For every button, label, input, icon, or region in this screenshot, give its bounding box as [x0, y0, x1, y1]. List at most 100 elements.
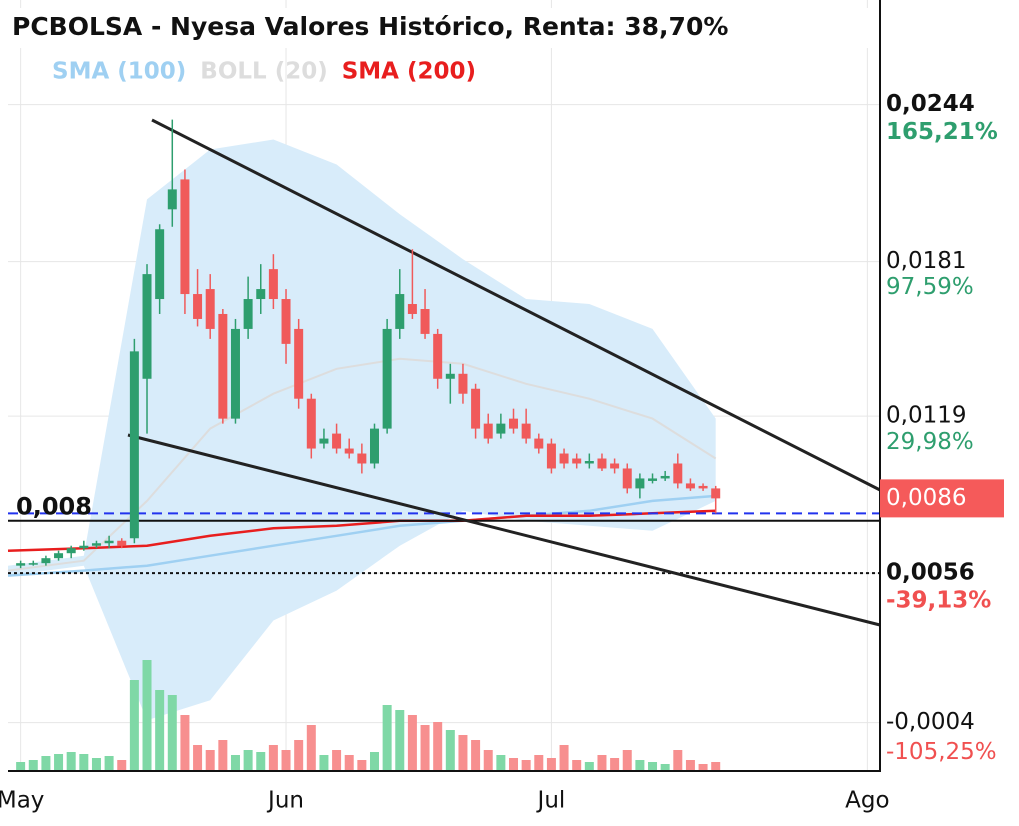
volume-bar [117, 760, 127, 770]
foreground-layer [16, 119, 721, 569]
x-tick-label: May [0, 788, 44, 814]
candle-body [445, 373, 455, 379]
volume-bar [572, 760, 582, 770]
candle-body [16, 563, 26, 566]
candle-body [281, 299, 291, 344]
candle-body [509, 418, 519, 429]
volume-bar [458, 735, 468, 770]
volume-bar [268, 745, 278, 770]
volume-bar [142, 660, 152, 770]
volume-bar [407, 715, 417, 770]
volume-bar [193, 745, 203, 770]
volume-bar [66, 752, 76, 770]
candle-body [129, 351, 139, 539]
volume-bar [306, 725, 316, 770]
volume-bar [622, 750, 632, 770]
candle-body [104, 540, 114, 544]
volume-bar [660, 764, 670, 770]
candle-body [382, 328, 392, 429]
volume-bar [483, 750, 493, 770]
volume-bar [129, 680, 139, 770]
volume-bar [496, 755, 506, 770]
candle-body [167, 189, 177, 210]
volume-bar [243, 750, 253, 770]
candle-body [559, 453, 569, 464]
trend-line [151, 118, 881, 492]
y-tick-label: 0,0056 [886, 560, 975, 586]
candle-body [344, 448, 354, 454]
legend-entry: SMA (200) [342, 59, 476, 85]
candle-body [54, 553, 64, 559]
volume-bar [471, 740, 481, 770]
volume-bar [369, 752, 379, 770]
volume-bar [445, 730, 455, 770]
candle-body [193, 294, 203, 319]
volume-bar [559, 745, 569, 770]
candle-body [319, 438, 329, 444]
candle-body [79, 545, 89, 549]
volume-bar [685, 760, 695, 770]
volume-bar [711, 762, 721, 770]
volume-bar [420, 725, 430, 770]
candle-body [521, 423, 531, 439]
candle-body [243, 299, 253, 329]
candle-body [294, 328, 304, 399]
candle-body [711, 488, 721, 499]
x-tick-label: Jul [536, 788, 566, 814]
volume-bar [16, 762, 26, 770]
candle-body [458, 373, 468, 394]
candle-body [395, 294, 405, 329]
volume-bar [230, 755, 240, 770]
candle-body [28, 563, 38, 565]
candle-body [230, 328, 240, 419]
candle-body [332, 433, 342, 449]
candle-body [622, 468, 632, 489]
volume-bar [28, 760, 38, 770]
volume-bar [218, 740, 228, 770]
volume-bar [546, 758, 556, 770]
price-tag-label: 0,0086 [886, 485, 966, 511]
volume-bar [521, 760, 531, 770]
volume-bar [584, 762, 594, 770]
volume-bar [698, 764, 708, 770]
volume-bar [332, 750, 342, 770]
x-tick-label: Ago [845, 788, 889, 814]
candle-body [357, 453, 367, 464]
candle-body [268, 269, 278, 300]
candle-body [483, 423, 493, 439]
y-tick-label: -0,0004 [886, 709, 975, 735]
title-box [8, 8, 880, 48]
y2-tick-label: 29,98% [886, 429, 974, 455]
chart-title: PCBOLSA - Nyesa Valores Histórico, Renta… [12, 12, 728, 41]
candle-body [66, 548, 76, 554]
candle-body [91, 543, 101, 546]
candle-body [698, 485, 708, 489]
candle-body [256, 289, 266, 300]
candle-body [420, 308, 430, 334]
candle-body [142, 274, 152, 379]
y2-tick-label: -105,25% [886, 739, 997, 765]
volume-bar [344, 755, 354, 770]
candle-body [635, 478, 645, 489]
y-tick-label: 0,0244 [886, 91, 975, 117]
legend-entry: SMA (100) [52, 59, 186, 85]
y-tick-label: 0,0119 [886, 403, 966, 429]
candle-body [180, 179, 190, 295]
trend-line [127, 433, 881, 627]
moving-average [7, 494, 716, 577]
volume-bar [382, 705, 392, 770]
candle-body [673, 463, 683, 484]
moving-average [7, 509, 716, 552]
volume-bar [509, 758, 519, 770]
y-tick-label: 0,0181 [886, 248, 966, 274]
volume-bar [610, 758, 620, 770]
candle-body [155, 229, 165, 300]
candle-body [496, 423, 506, 434]
candle-body [597, 458, 607, 469]
y2-tick-label: 97,59% [886, 274, 974, 300]
volume-bar [79, 754, 89, 770]
candle-body [546, 443, 556, 469]
candle-body [534, 438, 544, 449]
volume-bar [673, 750, 683, 770]
